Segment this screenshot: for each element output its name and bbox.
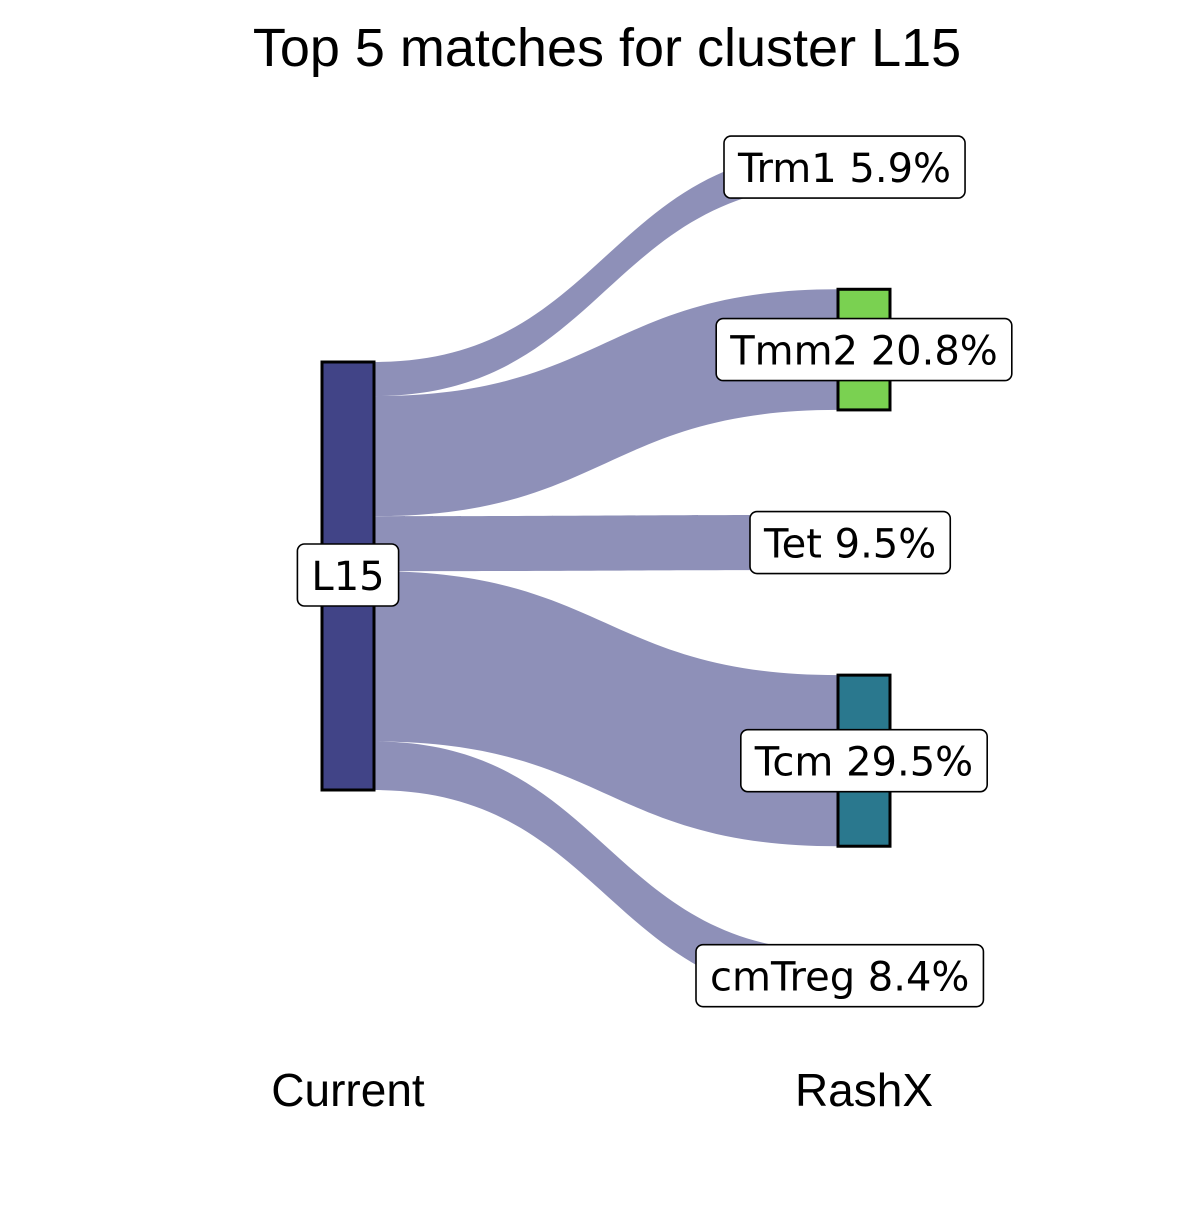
target-label-tcm-box [740,728,988,793]
labels-group: L15 Trm1 5.9% Tmm2 20.8% Tet 9.5% Tcm 29.5% c… [296,135,1013,1008]
target-label-tcm: Tcm 29.5% [740,728,988,793]
target-label-trm1: Trm1 5.9% [723,135,966,199]
flow-tet [374,514,838,572]
source-label-box [296,543,400,607]
target-label-tmm2-text: Tmm2 20.8% [729,329,998,375]
flow-trm1 [374,150,838,397]
target-label-trm1-text: Trm1 5.9% [737,146,951,192]
target-label-tcm-text: Tcm 29.5% [754,740,973,786]
right-axis-label: RashX [795,1064,933,1116]
target-label-tmm2: Tmm2 20.8% [715,317,1013,382]
target-label-cmtreg-text: cmTreg 8.4% [710,955,969,1001]
target-label-tmm2-box [715,317,1013,382]
flows-group [374,150,838,1000]
chart-title: Top 5 matches for cluster L15 [253,18,961,78]
target-label-tet-box [749,510,952,575]
left-axis-label: Current [271,1064,425,1116]
target-label-tet-text: Tet 9.5% [763,522,936,568]
flow-cmtreg [374,741,838,1000]
target-label-tet: Tet 9.5% [749,510,952,575]
source-label: L15 [296,543,400,607]
target-label-cmtreg: cmTreg 8.4% [695,943,985,1008]
target-label-cmtreg-box [695,943,985,1008]
flow-tcm [374,571,838,847]
target-label-trm1-box [723,135,966,199]
source-label-text: L15 [311,554,384,600]
